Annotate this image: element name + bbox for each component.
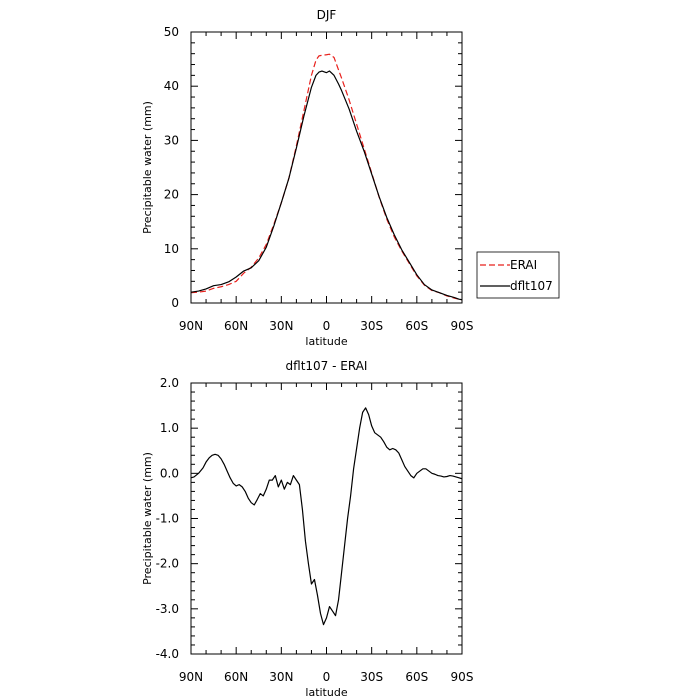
y-tick-label: 50: [164, 25, 179, 39]
legend: ERAI dflt107: [476, 251, 560, 299]
x-tick-label: 90N: [179, 670, 203, 684]
legend-label: dflt107: [510, 279, 553, 293]
x-axis-label: latitude: [305, 686, 347, 699]
y-axis-label: Precipitable water (mm): [141, 101, 154, 234]
x-tick-label: 90N: [179, 319, 203, 333]
x-tick-label: 90S: [451, 319, 474, 333]
y-tick-label: 2.0: [160, 376, 179, 390]
x-tick-label: 30N: [269, 319, 293, 333]
x-tick-label: 30S: [360, 319, 383, 333]
series-line-difference: [190, 407, 463, 626]
y-tick-label: 1.0: [160, 421, 179, 435]
x-tick-label: 60S: [405, 670, 428, 684]
y-tick-label: -1.0: [156, 512, 179, 526]
x-tick-label: 0: [323, 670, 331, 684]
y-tick-label: -2.0: [156, 557, 179, 571]
series-line-dflt107: [190, 70, 463, 301]
x-tick-label: 60N: [224, 670, 248, 684]
x-tick-label: 60N: [224, 319, 248, 333]
x-tick-label: 30N: [269, 670, 293, 684]
chart-panel-2: dflt107 - ERAI latitude Precipitable water…: [141, 359, 473, 699]
plot-frame: [190, 382, 463, 655]
x-tick-label: 30S: [360, 670, 383, 684]
y-tick-label: 0: [171, 296, 179, 310]
y-tick-label: 30: [164, 133, 179, 147]
legend-label: ERAI: [510, 258, 537, 272]
chart-title: DJF: [317, 8, 337, 22]
x-tick-label: 60S: [405, 319, 428, 333]
x-axis-label: latitude: [305, 335, 347, 348]
chart-panel-1: DJF latitude Precipitable water (mm) 90N 60N…: [141, 8, 473, 348]
y-tick-label: 0.0: [160, 466, 179, 480]
y-tick-label: -4.0: [156, 647, 179, 661]
y-tick-label: 20: [164, 188, 179, 202]
legend-box: [476, 251, 560, 299]
y-tick-label: 10: [164, 242, 179, 256]
chart-title: dflt107 - ERAI: [286, 359, 368, 373]
y-tick-label: 40: [164, 79, 179, 93]
y-tick-label: -3.0: [156, 602, 179, 616]
series-line-erai: [190, 53, 463, 301]
x-tick-label: 0: [323, 319, 331, 333]
y-axis-label: Precipitable water (mm): [141, 452, 154, 585]
plot-frame: [190, 31, 463, 304]
x-tick-label: 90S: [451, 670, 474, 684]
